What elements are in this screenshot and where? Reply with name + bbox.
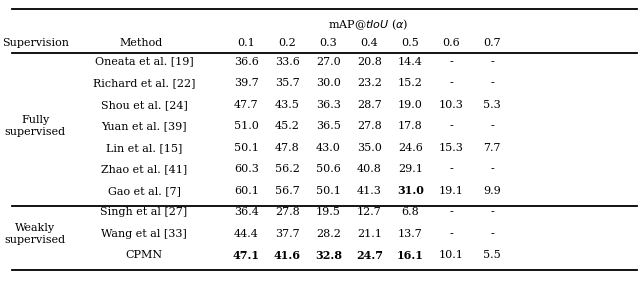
Text: Gao et al. [7]: Gao et al. [7]	[108, 186, 180, 196]
Text: 19.1: 19.1	[439, 186, 463, 196]
Text: Wang et al [33]: Wang et al [33]	[101, 229, 187, 239]
Text: 6.8: 6.8	[401, 208, 419, 217]
Text: Supervision: Supervision	[2, 38, 68, 48]
Text: mAP@$tIoU$ ($\alpha$): mAP@$tIoU$ ($\alpha$)	[328, 17, 408, 32]
Text: 41.3: 41.3	[357, 186, 381, 196]
Text: -: -	[490, 208, 494, 217]
Text: 40.8: 40.8	[357, 164, 381, 174]
Text: 10.3: 10.3	[439, 100, 463, 110]
Text: 16.1: 16.1	[397, 250, 424, 261]
Text: 13.7: 13.7	[398, 229, 422, 239]
Text: 51.0: 51.0	[234, 121, 259, 131]
Text: 23.2: 23.2	[357, 78, 381, 88]
Text: 27.8: 27.8	[357, 121, 381, 131]
Text: 28.7: 28.7	[357, 100, 381, 110]
Text: -: -	[449, 57, 453, 67]
Text: Zhao et al. [41]: Zhao et al. [41]	[101, 164, 187, 174]
Text: 0.6: 0.6	[442, 38, 460, 48]
Text: 44.4: 44.4	[234, 229, 259, 239]
Text: 56.7: 56.7	[275, 186, 300, 196]
Text: Yuan et al. [39]: Yuan et al. [39]	[101, 121, 187, 131]
Text: 9.9: 9.9	[483, 186, 501, 196]
Text: 5.5: 5.5	[483, 251, 501, 260]
Text: 33.6: 33.6	[275, 57, 300, 67]
Text: 15.2: 15.2	[398, 78, 422, 88]
Text: 36.4: 36.4	[234, 208, 259, 217]
Text: 10.1: 10.1	[439, 251, 463, 260]
Text: 47.7: 47.7	[234, 100, 259, 110]
Text: 30.0: 30.0	[316, 78, 340, 88]
Text: -: -	[449, 164, 453, 174]
Text: 60.3: 60.3	[234, 164, 259, 174]
Text: 0.1: 0.1	[237, 38, 255, 48]
Text: -: -	[449, 208, 453, 217]
Text: 36.6: 36.6	[234, 57, 259, 67]
Text: 45.2: 45.2	[275, 121, 300, 131]
Text: 0.4: 0.4	[360, 38, 378, 48]
Text: Lin et al. [15]: Lin et al. [15]	[106, 143, 182, 153]
Text: 36.3: 36.3	[316, 100, 340, 110]
Text: -: -	[449, 229, 453, 239]
Text: 35.7: 35.7	[275, 78, 300, 88]
Text: 21.1: 21.1	[357, 229, 381, 239]
Text: Oneata et al. [19]: Oneata et al. [19]	[95, 57, 193, 67]
Text: 37.7: 37.7	[275, 229, 300, 239]
Text: 41.6: 41.6	[274, 250, 301, 261]
Text: -: -	[490, 121, 494, 131]
Text: -: -	[449, 121, 453, 131]
Text: Weakly
supervised: Weakly supervised	[4, 223, 66, 245]
Text: CPMN: CPMN	[125, 251, 163, 260]
Text: Singh et al [27]: Singh et al [27]	[100, 208, 188, 217]
Text: 0.5: 0.5	[401, 38, 419, 48]
Text: -: -	[449, 78, 453, 88]
Text: 7.7: 7.7	[483, 143, 501, 153]
Text: -: -	[490, 78, 494, 88]
Text: 47.1: 47.1	[233, 250, 260, 261]
Text: 17.8: 17.8	[398, 121, 422, 131]
Text: 36.5: 36.5	[316, 121, 340, 131]
Text: 0.3: 0.3	[319, 38, 337, 48]
Text: 12.7: 12.7	[357, 208, 381, 217]
Text: 19.5: 19.5	[316, 208, 340, 217]
Text: Richard et al. [22]: Richard et al. [22]	[93, 78, 195, 88]
Text: 14.4: 14.4	[398, 57, 422, 67]
Text: 27.0: 27.0	[316, 57, 340, 67]
Text: 0.7: 0.7	[483, 38, 501, 48]
Text: -: -	[490, 164, 494, 174]
Text: 27.8: 27.8	[275, 208, 300, 217]
Text: 15.3: 15.3	[439, 143, 463, 153]
Text: 50.1: 50.1	[234, 143, 259, 153]
Text: 35.0: 35.0	[357, 143, 381, 153]
Text: 47.8: 47.8	[275, 143, 300, 153]
Text: 28.2: 28.2	[316, 229, 340, 239]
Text: 20.8: 20.8	[357, 57, 381, 67]
Text: 56.2: 56.2	[275, 164, 300, 174]
Text: 43.5: 43.5	[275, 100, 300, 110]
Text: Method: Method	[119, 38, 163, 48]
Text: 43.0: 43.0	[316, 143, 340, 153]
Text: Shou et al. [24]: Shou et al. [24]	[100, 100, 188, 110]
Text: 24.7: 24.7	[356, 250, 383, 261]
Text: 24.6: 24.6	[398, 143, 422, 153]
Text: 39.7: 39.7	[234, 78, 259, 88]
Text: 0.2: 0.2	[278, 38, 296, 48]
Text: 31.0: 31.0	[397, 185, 424, 196]
Text: 29.1: 29.1	[398, 164, 422, 174]
Text: -: -	[490, 229, 494, 239]
Text: 5.3: 5.3	[483, 100, 501, 110]
Text: 32.8: 32.8	[315, 250, 342, 261]
Text: 19.0: 19.0	[398, 100, 422, 110]
Text: Fully
supervised: Fully supervised	[4, 115, 66, 137]
Text: -: -	[490, 57, 494, 67]
Text: 60.1: 60.1	[234, 186, 259, 196]
Text: 50.6: 50.6	[316, 164, 340, 174]
Text: 50.1: 50.1	[316, 186, 340, 196]
